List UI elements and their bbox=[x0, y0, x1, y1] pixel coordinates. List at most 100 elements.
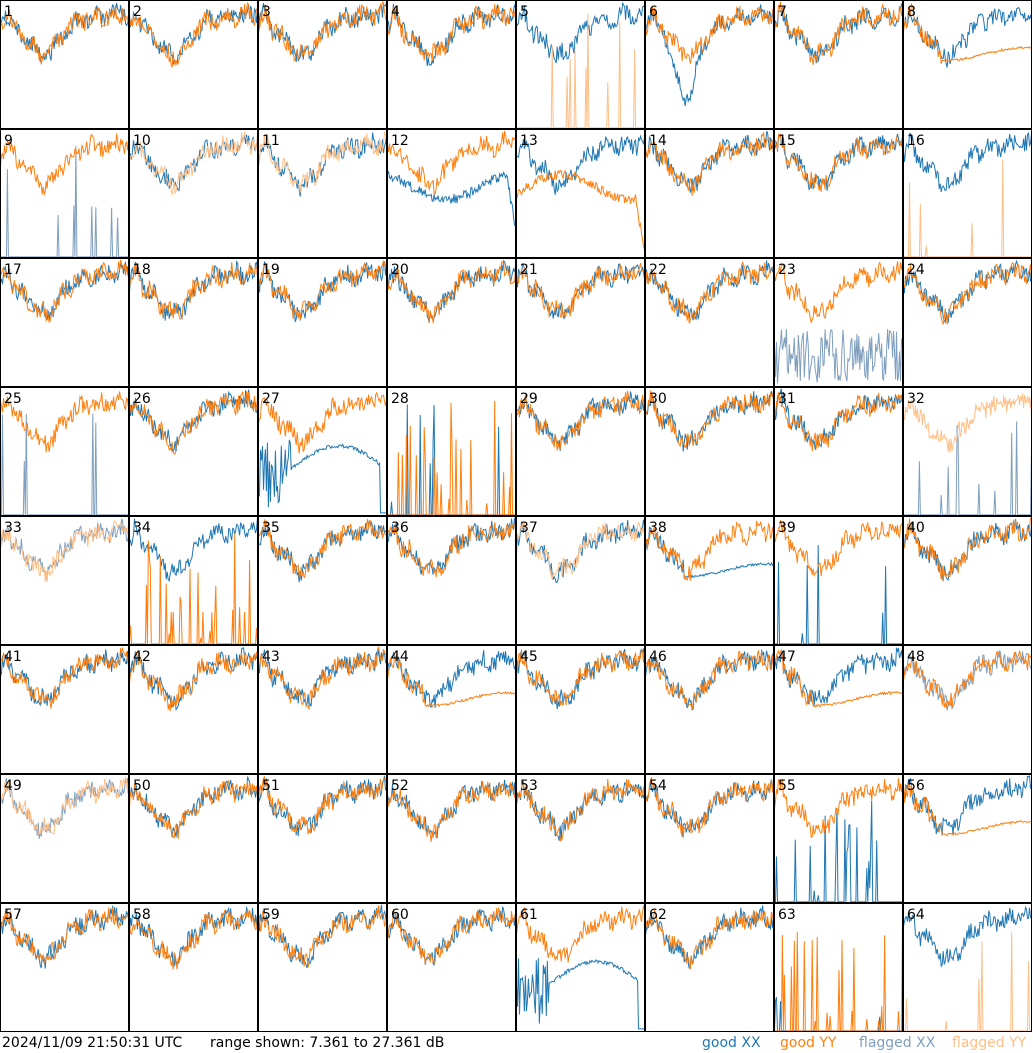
panel-border bbox=[0, 129, 129, 258]
panel-border bbox=[129, 645, 258, 774]
yy-trace-22 bbox=[645, 260, 774, 324]
panel-50: 50 bbox=[129, 774, 258, 903]
yy-trace-59 bbox=[258, 905, 387, 968]
panel-label: 8 bbox=[907, 4, 916, 20]
panel-border bbox=[903, 516, 1032, 645]
panel-label: 9 bbox=[4, 133, 13, 149]
yy-trace-9 bbox=[0, 133, 129, 197]
yy-trace-37 bbox=[516, 521, 645, 581]
panel-2: 2 bbox=[129, 0, 258, 129]
xx-trace-9 bbox=[0, 145, 129, 258]
yy-trace-15 bbox=[774, 132, 903, 192]
xx-trace-54 bbox=[645, 779, 774, 837]
panel-19: 19 bbox=[258, 258, 387, 387]
panel-label: 16 bbox=[907, 133, 925, 149]
yy-trace-46 bbox=[645, 649, 774, 710]
panel-37: 37 bbox=[516, 516, 645, 645]
panel-44: 44 bbox=[387, 645, 516, 774]
panel-border bbox=[0, 903, 129, 1032]
yy-trace-4 bbox=[387, 4, 516, 61]
panel-border bbox=[387, 645, 516, 774]
yy-trace-38 bbox=[645, 520, 774, 582]
yy-trace-50 bbox=[129, 779, 258, 839]
yy-trace-27 bbox=[258, 391, 387, 454]
panel-14: 14 bbox=[645, 129, 774, 258]
xx-trace-31 bbox=[774, 388, 903, 450]
panel-label: 57 bbox=[4, 907, 22, 923]
panel-label: 5 bbox=[520, 4, 529, 20]
yy-trace-28 bbox=[387, 400, 516, 516]
xx-trace-61 bbox=[516, 958, 645, 1030]
yy-trace-17 bbox=[0, 259, 129, 323]
xx-trace-48 bbox=[903, 650, 1032, 711]
panel-border bbox=[0, 0, 129, 129]
panel-label: 2 bbox=[133, 4, 142, 20]
panel-26: 26 bbox=[129, 387, 258, 516]
yy-trace-56 bbox=[903, 782, 1032, 837]
panel-border bbox=[516, 903, 645, 1032]
panel-border bbox=[0, 516, 129, 645]
yy-trace-14 bbox=[645, 132, 774, 196]
xx-trace-47 bbox=[774, 647, 903, 706]
panel-border bbox=[516, 387, 645, 516]
panel-border bbox=[645, 774, 774, 903]
panel-border bbox=[258, 516, 387, 645]
yy-trace-31 bbox=[774, 392, 903, 452]
panel-border bbox=[903, 645, 1032, 774]
yy-trace-51 bbox=[258, 775, 387, 835]
xx-trace-25 bbox=[0, 413, 129, 516]
xx-trace-55 bbox=[774, 800, 903, 903]
panel-label: 58 bbox=[133, 907, 151, 923]
panel-12: 12 bbox=[387, 129, 516, 258]
panel-border bbox=[387, 774, 516, 903]
panel-label: 24 bbox=[907, 262, 925, 278]
xx-trace-15 bbox=[774, 133, 903, 191]
yy-trace-58 bbox=[129, 908, 258, 970]
panel-label: 41 bbox=[4, 649, 22, 665]
xx-trace-49 bbox=[0, 777, 129, 839]
panel-label: 17 bbox=[4, 262, 22, 278]
panel-border bbox=[387, 387, 516, 516]
yy-trace-32 bbox=[903, 393, 1032, 453]
panel-label: 52 bbox=[391, 778, 409, 794]
panel-label: 39 bbox=[778, 520, 796, 536]
panel-border bbox=[258, 774, 387, 903]
panel-border bbox=[258, 903, 387, 1032]
panel-35: 35 bbox=[258, 516, 387, 645]
panel-label: 7 bbox=[778, 4, 787, 20]
panel-15: 15 bbox=[774, 129, 903, 258]
yy-trace-26 bbox=[129, 391, 258, 455]
panel-label: 53 bbox=[520, 778, 538, 794]
panel-border bbox=[387, 903, 516, 1032]
panel-border bbox=[774, 903, 903, 1032]
xx-trace-44 bbox=[387, 649, 516, 708]
panel-border bbox=[516, 774, 645, 903]
panel-border bbox=[129, 387, 258, 516]
yy-trace-3 bbox=[258, 0, 387, 62]
panel-63: 63 bbox=[774, 903, 903, 1032]
yy-trace-2 bbox=[129, 1, 258, 69]
panel-label: 50 bbox=[133, 778, 151, 794]
panel-24: 24 bbox=[903, 258, 1032, 387]
panel-label: 29 bbox=[520, 391, 538, 407]
panel-border bbox=[258, 645, 387, 774]
yy-trace-7 bbox=[774, 1, 903, 65]
panel-border bbox=[645, 903, 774, 1032]
yy-trace-20 bbox=[387, 260, 516, 324]
panel-label: 22 bbox=[649, 262, 667, 278]
panel-border bbox=[774, 0, 903, 129]
xx-trace-51 bbox=[258, 775, 387, 837]
panel-border bbox=[516, 0, 645, 129]
yy-trace-61 bbox=[516, 905, 645, 963]
panel-border bbox=[258, 0, 387, 129]
panel-9: 9 bbox=[0, 129, 129, 258]
panel-20: 20 bbox=[387, 258, 516, 387]
panel-56: 56 bbox=[903, 774, 1032, 903]
yy-trace-13 bbox=[516, 169, 645, 251]
panel-border bbox=[387, 0, 516, 129]
panel-border bbox=[516, 258, 645, 387]
panel-border bbox=[645, 645, 774, 774]
yy-trace-45 bbox=[516, 648, 645, 707]
panel-border bbox=[903, 258, 1032, 387]
